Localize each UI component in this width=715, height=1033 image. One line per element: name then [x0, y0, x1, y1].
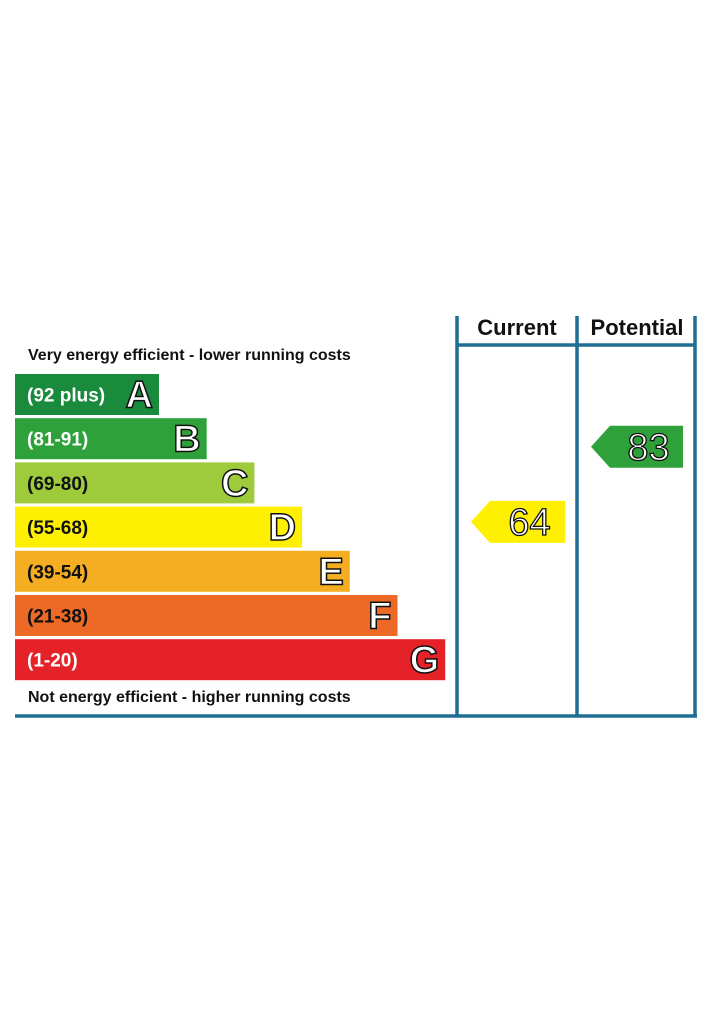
current-rating-value: 64	[508, 502, 550, 544]
band-letter-b: B	[173, 419, 200, 461]
band-range-c: (69-80)	[27, 474, 88, 495]
band-letter-g: G	[410, 640, 440, 682]
band-bar-g	[15, 639, 446, 681]
potential-rating-value: 83	[627, 427, 669, 469]
band-bar-e	[15, 550, 350, 592]
band-letter-f: F	[368, 596, 391, 638]
band-range-a: (92 plus)	[27, 386, 105, 407]
band-letter-d: D	[269, 507, 296, 549]
band-bar-d	[15, 506, 303, 548]
bottom-caption: Not energy efficient - higher running co…	[28, 689, 351, 706]
band-bar-b	[15, 418, 207, 460]
rating-arrows: 64 83	[471, 425, 683, 545]
band-bars: (92 plus) A (81-91) B (69-80) C (55-68) D (39-54…	[15, 374, 446, 682]
band-letter-c: C	[221, 463, 248, 505]
band-bar-c	[15, 462, 255, 504]
band-bar-a	[15, 374, 159, 415]
band-range-b: (81-91)	[27, 430, 88, 451]
potential-rating-arrow	[591, 425, 683, 468]
band-letter-a: A	[126, 375, 153, 417]
chart-frame	[15, 316, 697, 718]
current-column-header: Current	[477, 315, 557, 340]
potential-column-header: Potential	[591, 315, 684, 340]
current-rating-arrow	[471, 500, 565, 543]
band-bar-f	[15, 595, 398, 636]
band-letter-e: E	[318, 551, 343, 593]
band-range-g: (1-20)	[27, 651, 78, 672]
band-range-e: (39-54)	[27, 562, 88, 583]
top-caption: Very energy efficient - lower running co…	[28, 347, 351, 364]
band-range-f: (21-38)	[27, 607, 88, 628]
band-range-d: (55-68)	[27, 518, 88, 539]
